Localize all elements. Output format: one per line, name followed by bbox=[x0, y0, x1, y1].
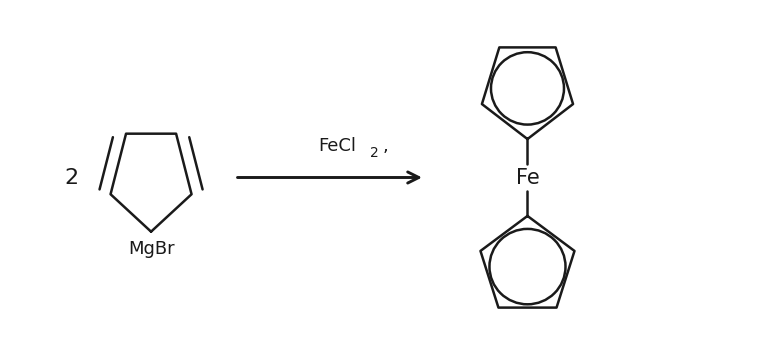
Text: 2: 2 bbox=[370, 146, 379, 160]
Text: ,: , bbox=[383, 137, 389, 155]
Text: FeCl: FeCl bbox=[319, 137, 356, 155]
Text: MgBr: MgBr bbox=[128, 240, 175, 258]
Text: 2: 2 bbox=[64, 168, 78, 187]
Text: Fe: Fe bbox=[516, 168, 539, 187]
